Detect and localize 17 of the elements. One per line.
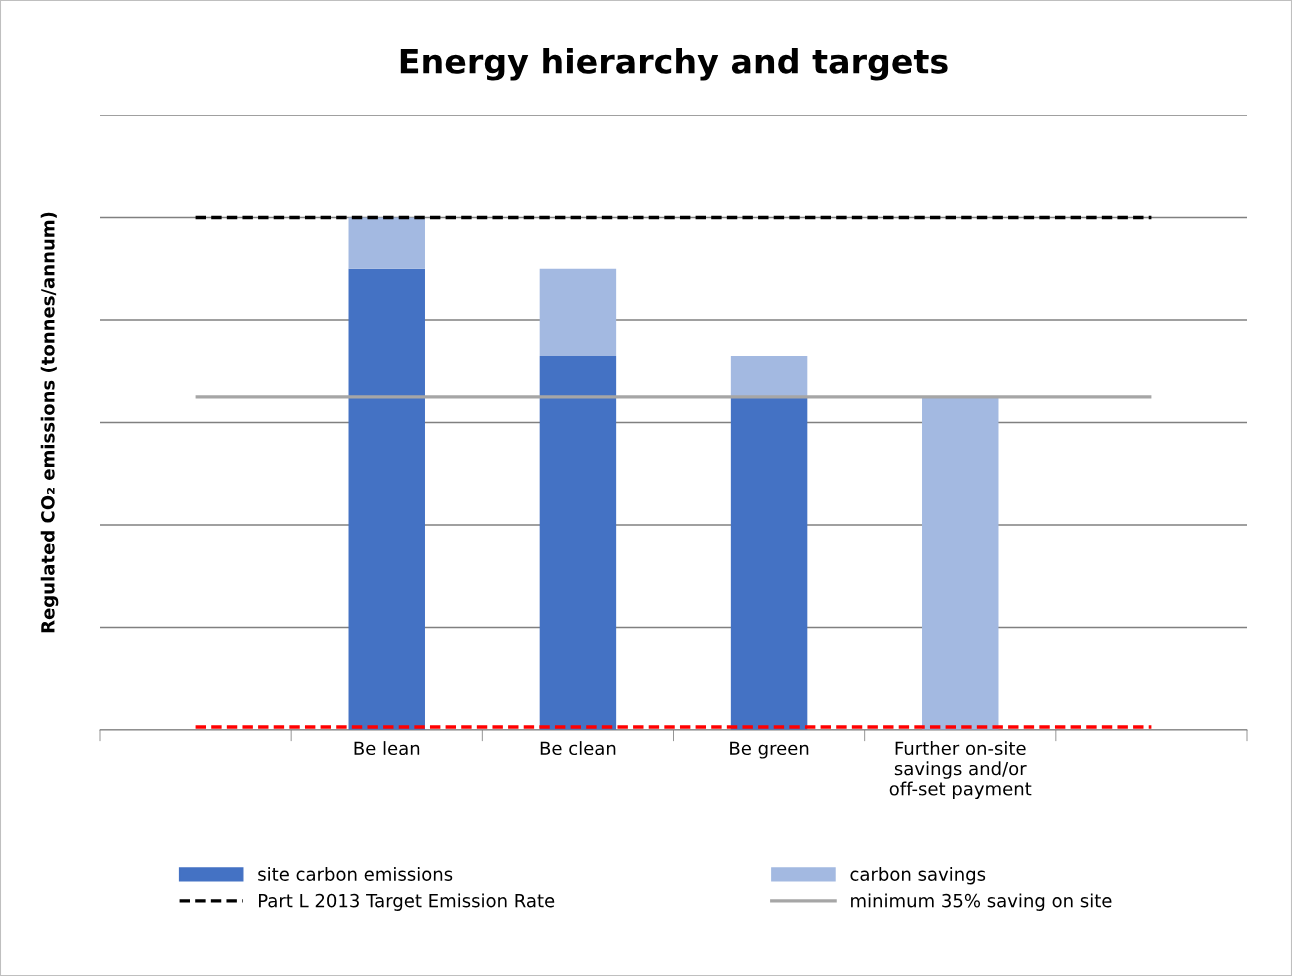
bar xyxy=(539,355,617,730)
x-tick-label: Be green xyxy=(730,741,809,759)
x-tick-label: Be lean xyxy=(354,741,420,756)
legend-label: carbon savings xyxy=(850,866,986,885)
bar xyxy=(348,268,425,730)
chart-title: Energy hierarchy and targets xyxy=(400,48,948,81)
x-tick-label: Further on-site savings and/or off-set payment xyxy=(889,741,1032,800)
legend-label: Part L 2013 Target Emission Rate xyxy=(259,893,555,911)
bar xyxy=(348,217,425,269)
legend-label: site carbon emissions xyxy=(258,866,453,881)
x-tick-label: Be clean xyxy=(540,741,616,756)
legend-label: minimum 35% saving on site xyxy=(851,893,1112,911)
bar xyxy=(539,268,617,356)
bar xyxy=(730,396,808,730)
bar xyxy=(922,396,999,730)
bar xyxy=(730,355,808,397)
y-axis-title: Regulated CO₂ emissions (tonnes/annum) xyxy=(40,212,59,633)
